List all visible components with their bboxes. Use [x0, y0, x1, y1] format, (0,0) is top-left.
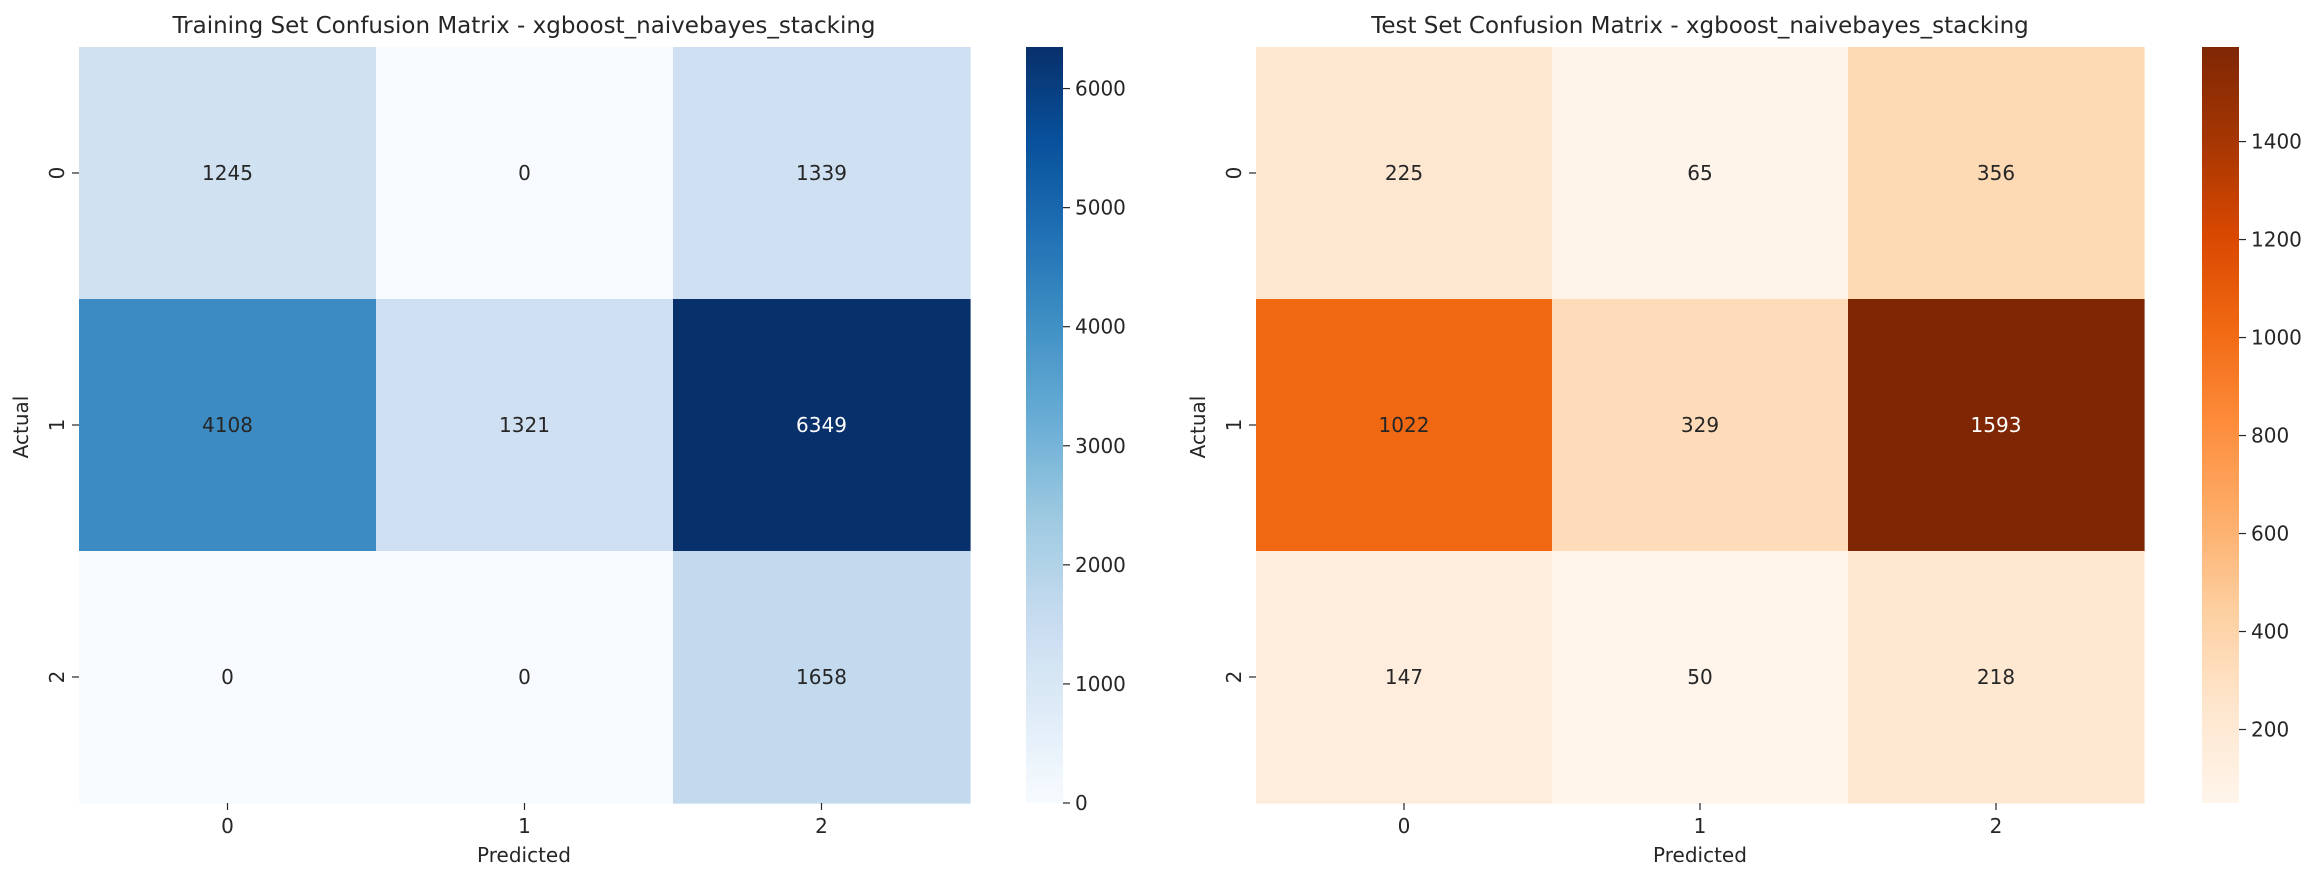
- colorbar-tick-label: 800: [2251, 424, 2289, 448]
- y-tick-label: 1: [45, 419, 69, 432]
- colorbar-tick-label: 1000: [2251, 326, 2302, 350]
- train-heatmap-panel: Training Set Confusion Matrix - xgboost_…: [9, 13, 1126, 867]
- heatmap-cell: [1848, 299, 2145, 552]
- heatmap-cell: [673, 299, 971, 552]
- test-x-axis-label: Predicted: [1653, 843, 1747, 867]
- colorbar-tick-label: 1400: [2251, 130, 2302, 154]
- colorbar-tick-label: 2000: [1075, 553, 1126, 577]
- colorbar-tick-label: 600: [2251, 522, 2289, 546]
- cell-value-label: 4108: [202, 413, 253, 437]
- x-tick-label: 2: [1990, 814, 2003, 838]
- heatmap-cell: [1552, 551, 1849, 804]
- heatmap-cell: [79, 47, 377, 300]
- colorbar-tick-label: 3000: [1075, 434, 1126, 458]
- colorbar-tick-label: 1000: [1075, 672, 1126, 696]
- y-tick-label: 0: [45, 167, 69, 180]
- test-colorbar: 200 400 600 800 1000 1200 1400: [2202, 47, 2302, 803]
- cell-value-label: 1658: [796, 665, 847, 689]
- train-axes: 0 1 2 0 1 2: [45, 167, 828, 838]
- heatmap-cell: [376, 551, 674, 804]
- heatmap-cell: [1256, 299, 1553, 552]
- y-tick-label: 1: [1222, 419, 1246, 432]
- cell-value-label: 6349: [796, 413, 847, 437]
- heatmap-cell: [1256, 47, 1553, 300]
- train-colorbar: 0 1000 2000 3000 4000 5000 6000: [1026, 47, 1126, 815]
- cell-value-label: 0: [518, 665, 531, 689]
- colorbar-tick-label: 5000: [1075, 196, 1126, 220]
- cell-value-label: 1339: [796, 161, 847, 185]
- heatmap-cell: [1848, 47, 2145, 300]
- cell-value-label: 1593: [1971, 413, 2022, 437]
- train-y-axis-label: Actual: [9, 396, 33, 459]
- y-tick-label: 0: [1222, 167, 1246, 180]
- y-tick-label: 2: [45, 671, 69, 684]
- cell-value-label: 65: [1687, 161, 1712, 185]
- cell-value-label: 0: [518, 161, 531, 185]
- test-chart-title: Test Set Confusion Matrix - xgboost_naiv…: [1370, 13, 2029, 39]
- cell-value-label: 0: [221, 665, 234, 689]
- cell-value-label: 329: [1681, 413, 1719, 437]
- x-tick-label: 1: [1694, 814, 1707, 838]
- colorbar-tick-label: 400: [2251, 620, 2289, 644]
- cell-value-label: 1321: [499, 413, 550, 437]
- test-y-axis-label: Actual: [1186, 396, 1210, 459]
- cell-value-label: 356: [1977, 161, 2015, 185]
- train-chart-title: Training Set Confusion Matrix - xgboost_…: [171, 13, 875, 39]
- test-axes: 0 1 2 0 1 2: [1222, 167, 2002, 838]
- cell-value-label: 1245: [202, 161, 253, 185]
- heatmap-cell: [1552, 47, 1849, 300]
- colorbar-tick-label: 0: [1075, 791, 1088, 815]
- heatmap-cell: [79, 299, 377, 552]
- heatmap-cell: [1256, 551, 1553, 804]
- heatmap-cell: [79, 551, 377, 804]
- heatmap-cell: [1848, 551, 2145, 804]
- colorbar-tick-label: 1200: [2251, 228, 2302, 252]
- colorbar-tick-label: 6000: [1075, 77, 1126, 101]
- x-tick-label: 0: [1398, 814, 1411, 838]
- cell-value-label: 147: [1385, 665, 1423, 689]
- y-tick-label: 2: [1222, 671, 1246, 684]
- cell-value-label: 50: [1687, 665, 1712, 689]
- colorbar-tick-label: 200: [2251, 718, 2289, 742]
- cell-value-label: 1022: [1379, 413, 1430, 437]
- colorbar-gradient: [2202, 47, 2239, 803]
- cell-value-label: 225: [1385, 161, 1423, 185]
- heatmap-cell: [376, 299, 674, 552]
- x-tick-label: 2: [815, 814, 828, 838]
- x-tick-label: 1: [518, 814, 531, 838]
- cell-value-label: 218: [1977, 665, 2015, 689]
- heatmap-cell: [673, 47, 971, 300]
- train-x-axis-label: Predicted: [477, 843, 571, 867]
- x-tick-label: 0: [221, 814, 234, 838]
- test-heatmap-panel: Test Set Confusion Matrix - xgboost_naiv…: [1186, 13, 2302, 867]
- heatmap-cell: [1552, 299, 1849, 552]
- colorbar-tick-label: 4000: [1075, 315, 1126, 339]
- test-heatmap-cells: 225 65 356 1022 329 1593 147 50 218: [1256, 47, 2145, 804]
- heatmap-cell: [376, 47, 674, 300]
- heatmap-cell: [673, 551, 971, 804]
- train-heatmap-cells: 1245 0 1339 4108 1321 6349 0 0 1658: [79, 47, 971, 804]
- colorbar-gradient: [1026, 47, 1063, 803]
